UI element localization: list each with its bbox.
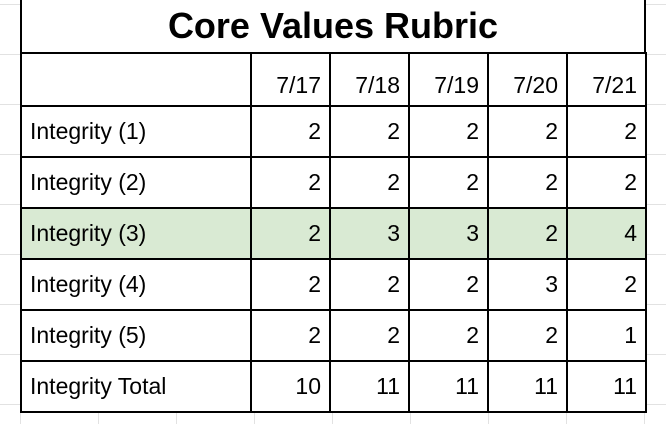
date-header-cell[interactable]: 7/18 bbox=[329, 52, 410, 107]
date-header-cell[interactable]: 7/17 bbox=[250, 52, 331, 107]
header-row: 7/17 7/18 7/19 7/20 7/21 bbox=[20, 52, 647, 107]
row-label-cell[interactable]: Integrity (4) bbox=[20, 258, 252, 311]
total-cell[interactable]: 11 bbox=[408, 360, 489, 413]
score-cell[interactable]: 2 bbox=[329, 258, 410, 311]
row-label-cell[interactable]: Integrity (5) bbox=[20, 309, 252, 362]
rubric-table: 7/17 7/18 7/19 7/20 7/21 Integrity (1) 2… bbox=[20, 52, 647, 413]
score-cell[interactable]: 2 bbox=[566, 258, 647, 311]
score-cell[interactable]: 2 bbox=[566, 105, 647, 158]
table-row: Integrity (2) 2 2 2 2 2 bbox=[20, 156, 647, 209]
score-cell[interactable]: 2 bbox=[487, 309, 568, 362]
total-cell[interactable]: 10 bbox=[250, 360, 331, 413]
score-cell[interactable]: 2 bbox=[487, 105, 568, 158]
score-cell[interactable]: 3 bbox=[487, 258, 568, 311]
score-cell[interactable]: 3 bbox=[408, 207, 489, 260]
row-label-cell[interactable]: Integrity (1) bbox=[20, 105, 252, 158]
sheet-title[interactable]: Core Values Rubric bbox=[20, 0, 646, 52]
score-cell[interactable]: 2 bbox=[250, 309, 331, 362]
score-cell[interactable]: 2 bbox=[250, 105, 331, 158]
header-corner-cell[interactable] bbox=[20, 52, 252, 107]
table-row: Integrity (1) 2 2 2 2 2 bbox=[20, 105, 647, 158]
row-label-cell[interactable]: Integrity (2) bbox=[20, 156, 252, 209]
score-cell[interactable]: 2 bbox=[250, 207, 331, 260]
score-cell[interactable]: 2 bbox=[487, 156, 568, 209]
score-cell[interactable]: 2 bbox=[566, 156, 647, 209]
date-header-cell[interactable]: 7/19 bbox=[408, 52, 489, 107]
score-cell[interactable]: 2 bbox=[408, 105, 489, 158]
score-cell[interactable]: 3 bbox=[329, 207, 410, 260]
total-label-cell[interactable]: Integrity Total bbox=[20, 360, 252, 413]
score-cell[interactable]: 2 bbox=[487, 207, 568, 260]
score-cell[interactable]: 2 bbox=[408, 156, 489, 209]
score-cell[interactable]: 2 bbox=[329, 156, 410, 209]
table-row: Integrity (5) 2 2 2 2 1 bbox=[20, 309, 647, 362]
score-cell[interactable]: 2 bbox=[250, 258, 331, 311]
row-label-cell[interactable]: Integrity (3) bbox=[20, 207, 252, 260]
table-row: Integrity (4) 2 2 2 3 2 bbox=[20, 258, 647, 311]
date-header-cell[interactable]: 7/20 bbox=[487, 52, 568, 107]
total-cell[interactable]: 11 bbox=[487, 360, 568, 413]
total-row: Integrity Total 10 11 11 11 11 bbox=[20, 360, 647, 413]
score-cell[interactable]: 4 bbox=[566, 207, 647, 260]
date-header-cell[interactable]: 7/21 bbox=[566, 52, 647, 107]
total-cell[interactable]: 11 bbox=[329, 360, 410, 413]
score-cell[interactable]: 2 bbox=[329, 105, 410, 158]
table-row-highlighted: Integrity (3) 2 3 3 2 4 bbox=[20, 207, 647, 260]
score-cell[interactable]: 1 bbox=[566, 309, 647, 362]
score-cell[interactable]: 2 bbox=[329, 309, 410, 362]
score-cell[interactable]: 2 bbox=[408, 309, 489, 362]
total-cell[interactable]: 11 bbox=[566, 360, 647, 413]
score-cell[interactable]: 2 bbox=[250, 156, 331, 209]
score-cell[interactable]: 2 bbox=[408, 258, 489, 311]
